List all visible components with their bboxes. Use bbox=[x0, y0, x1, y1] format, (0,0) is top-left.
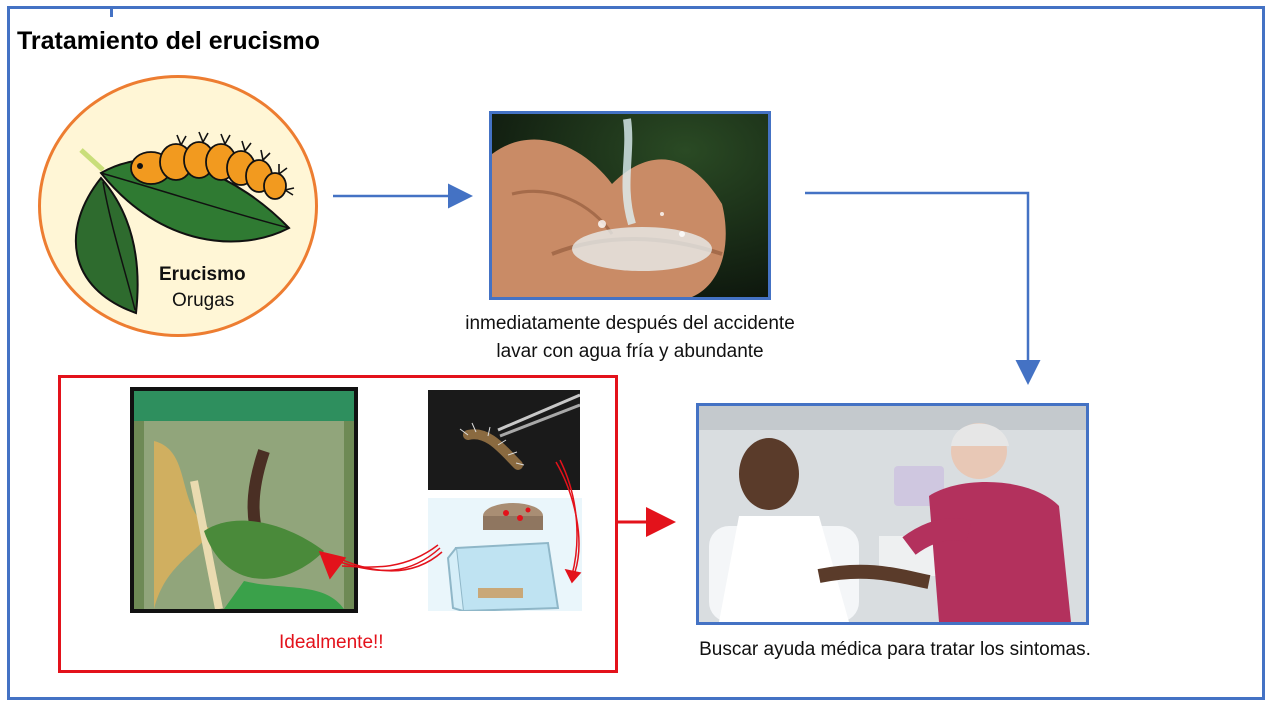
keep-sample-box bbox=[58, 375, 618, 673]
scribble-arrow-tweezers-to-container bbox=[555, 459, 582, 584]
page-title: Tratamiento del erucismo bbox=[17, 27, 320, 55]
doctor-caption: Buscar ayuda médica para tratar los sint… bbox=[699, 639, 1091, 660]
frame-connector-tick bbox=[110, 9, 113, 17]
wash-caption-line2: lavar con agua fría y abundante bbox=[496, 341, 764, 362]
ideally-label: Idealmente!! bbox=[279, 632, 384, 653]
wash-caption: inmediatamente después del accidente lav… bbox=[410, 310, 850, 366]
arrow-wash-to-doctor bbox=[805, 191, 1041, 385]
doctor-patient-photo bbox=[696, 403, 1089, 625]
washing-hands-photo bbox=[489, 111, 771, 300]
sample-container-icon bbox=[428, 498, 582, 611]
circle-main-label: Erucismo bbox=[159, 264, 246, 285]
caterpillar-tweezers-photo bbox=[428, 390, 580, 490]
wash-caption-line1: inmediatamente después del accidente bbox=[465, 313, 795, 334]
caterpillar-leaf-illustration bbox=[74, 131, 295, 315]
diagram-frame bbox=[7, 6, 1265, 700]
caterpillar-jar-photo bbox=[130, 387, 358, 613]
erucismo-circle: Erucismo Orugas bbox=[38, 75, 318, 337]
circle-sub-label: Orugas bbox=[172, 290, 235, 311]
scribble-arrow-container-to-jar bbox=[318, 544, 443, 580]
